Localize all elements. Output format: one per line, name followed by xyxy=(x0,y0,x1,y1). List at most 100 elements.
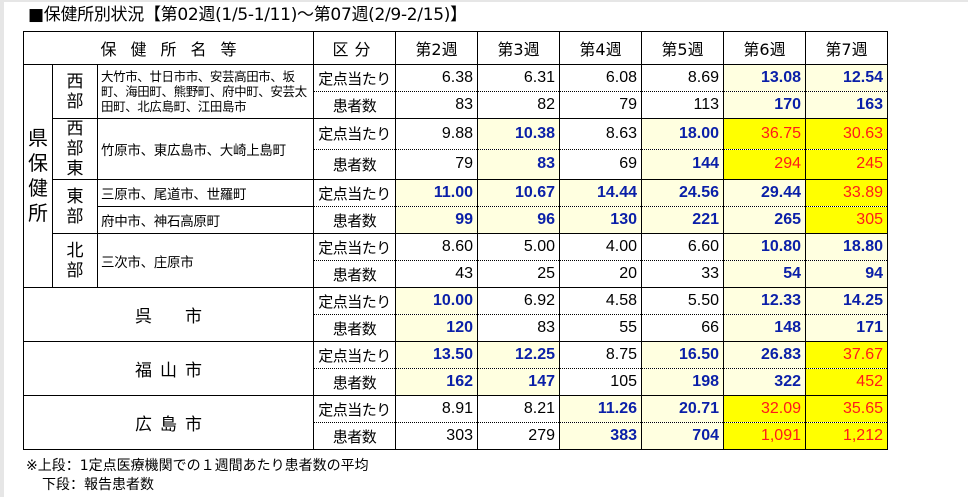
count-cell: 1,091 xyxy=(723,422,806,450)
count-cell: 82 xyxy=(477,91,560,119)
rate-cell: 12.33 xyxy=(723,287,806,315)
kubun-count: 患者数 xyxy=(313,368,396,396)
rate-cell: 6.31 xyxy=(477,64,560,92)
kubun-count: 患者数 xyxy=(313,260,396,288)
count-cell: 130 xyxy=(559,206,642,234)
kubun-count: 患者数 xyxy=(313,422,396,450)
rate-cell: 11.00 xyxy=(395,179,478,207)
rate-cell: 5.50 xyxy=(641,287,724,315)
rate-cell: 4.58 xyxy=(559,287,642,315)
district-label: 西部東 xyxy=(52,118,98,180)
table-row: 呉 市 定点当たり 10.00 6.92 4.58 5.50 12.33 14.25 xyxy=(23,287,888,342)
rate-cell: 30.63 xyxy=(805,118,888,150)
count-cell: 79 xyxy=(395,148,478,180)
district-label: 西部 xyxy=(52,64,98,119)
count-cell: 383 xyxy=(559,422,642,450)
count-cell: 704 xyxy=(641,422,724,450)
header-week-3: 第3週 xyxy=(477,31,560,65)
towns-list: 府中市、神石高原町 xyxy=(97,206,314,234)
count-cell: 162 xyxy=(395,368,478,396)
count-cell: 198 xyxy=(641,368,724,396)
city-name: 福山市 xyxy=(23,341,314,396)
rate-cell: 13.50 xyxy=(395,341,478,369)
count-cell: 303 xyxy=(395,422,478,450)
rate-cell: 13.08 xyxy=(723,64,806,92)
table-row: 東部 三原市、尾道市、世羅町 定点当たり 11.00 10.67 14.44 24.56 29… xyxy=(24,179,888,234)
rate-cell: 6.92 xyxy=(477,287,560,315)
count-cell: 99 xyxy=(395,206,478,234)
city-name: 広島市 xyxy=(23,395,314,450)
towns-list: 大竹市、廿日市市、安芸高田市、坂町、海田町、熊野町、府中町、安芸太田町、北広島町… xyxy=(97,64,314,119)
table-row: 患者数 79 83 69 144 294 245 xyxy=(24,148,888,180)
rate-cell: 5.00 xyxy=(477,233,560,261)
kubun-count: 患者数 xyxy=(313,148,396,180)
count-cell: 96 xyxy=(477,206,560,234)
count-cell: 25 xyxy=(477,260,560,288)
rate-cell: 6.60 xyxy=(641,233,724,261)
count-cell: 113 xyxy=(641,91,724,119)
count-cell: 69 xyxy=(559,148,642,180)
kubun-rate: 定点当たり xyxy=(313,341,396,369)
rate-cell: 6.38 xyxy=(395,64,478,92)
city-name-text: 広島市 xyxy=(135,415,210,435)
rate-cell: 37.67 xyxy=(805,341,888,369)
count-cell: 148 xyxy=(723,314,806,342)
district-label: 東部 xyxy=(52,179,98,234)
count-cell: 322 xyxy=(723,368,806,396)
footnote-lower: 下段：報告患者数 xyxy=(42,477,154,493)
header-row: 保健所名等 区分 第2週 第3週 第4週 第5週 第6週 第7週 xyxy=(23,31,888,65)
rate-cell: 16.50 xyxy=(641,341,724,369)
rate-cell: 18.80 xyxy=(805,233,888,261)
rate-cell: 6.08 xyxy=(559,64,642,92)
district-label-text: 西部東 xyxy=(66,119,84,179)
city-name-text: 福山市 xyxy=(135,361,210,381)
rate-cell: 8.63 xyxy=(559,118,642,150)
count-cell: 163 xyxy=(805,91,888,119)
footnote-upper: ※上段：1定点医療機関での１週間あたり患者数の平均 xyxy=(26,458,369,474)
rate-cell: 10.67 xyxy=(477,179,560,207)
count-cell: 66 xyxy=(641,314,724,342)
table-row: 福山市 定点当たり 13.50 12.25 8.75 16.50 26.83 37.67 xyxy=(23,341,888,396)
kubun-rate: 定点当たり xyxy=(313,395,396,423)
header-week-6: 第6週 xyxy=(723,31,806,65)
prefectural-label: 県保健所 xyxy=(23,64,53,288)
count-cell: 1,212 xyxy=(805,422,888,450)
rate-cell: 36.75 xyxy=(723,118,806,150)
rate-cell: 10.00 xyxy=(395,287,478,315)
count-cell: 120 xyxy=(395,314,478,342)
rate-cell: 12.25 xyxy=(477,341,560,369)
rate-cell: 8.69 xyxy=(641,64,724,92)
district-label-text: 北部 xyxy=(66,240,84,281)
count-cell: 294 xyxy=(723,148,806,180)
header-name: 保健所名等 xyxy=(23,31,314,65)
count-cell: 147 xyxy=(477,368,560,396)
rate-cell: 12.54 xyxy=(805,64,888,92)
towns-list: 三原市、尾道市、世羅町 xyxy=(97,179,314,207)
city-name: 呉 市 xyxy=(23,287,314,342)
rate-cell: 33.89 xyxy=(805,179,888,207)
count-cell: 265 xyxy=(723,206,806,234)
table-row: 患者数 120 83 55 66 148 171 xyxy=(24,314,888,342)
kubun-rate: 定点当たり xyxy=(313,118,396,150)
header-kubun: 区分 xyxy=(313,31,396,65)
kubun-count: 患者数 xyxy=(313,206,396,234)
count-cell: 83 xyxy=(477,314,560,342)
table-row: 広島市 定点当たり 8.91 8.21 11.26 20.71 32.09 35.65 xyxy=(23,395,888,450)
rate-cell: 8.75 xyxy=(559,341,642,369)
district-label-text: 東部 xyxy=(66,186,84,227)
kubun-rate: 定点当たり xyxy=(313,179,396,207)
rate-cell: 14.25 xyxy=(805,287,888,315)
window-frame-top xyxy=(0,0,968,2)
count-cell: 55 xyxy=(559,314,642,342)
count-cell: 20 xyxy=(559,260,642,288)
header-week-4: 第4週 xyxy=(559,31,642,65)
table-row: 北部 三次市、庄原市 定点当たり 8.60 5.00 4.00 6.60 10.80 18.80 xyxy=(24,233,888,288)
table-row: 患者数 303 279 383 704 1,091 1,212 xyxy=(24,422,888,450)
table-row: 患者数 162 147 105 198 322 452 xyxy=(24,368,888,396)
kubun-count: 患者数 xyxy=(313,314,396,342)
header-week-5: 第5週 xyxy=(641,31,724,65)
count-cell: 79 xyxy=(559,91,642,119)
count-cell: 54 xyxy=(723,260,806,288)
rate-cell: 32.09 xyxy=(723,395,806,423)
rate-cell: 8.21 xyxy=(477,395,560,423)
